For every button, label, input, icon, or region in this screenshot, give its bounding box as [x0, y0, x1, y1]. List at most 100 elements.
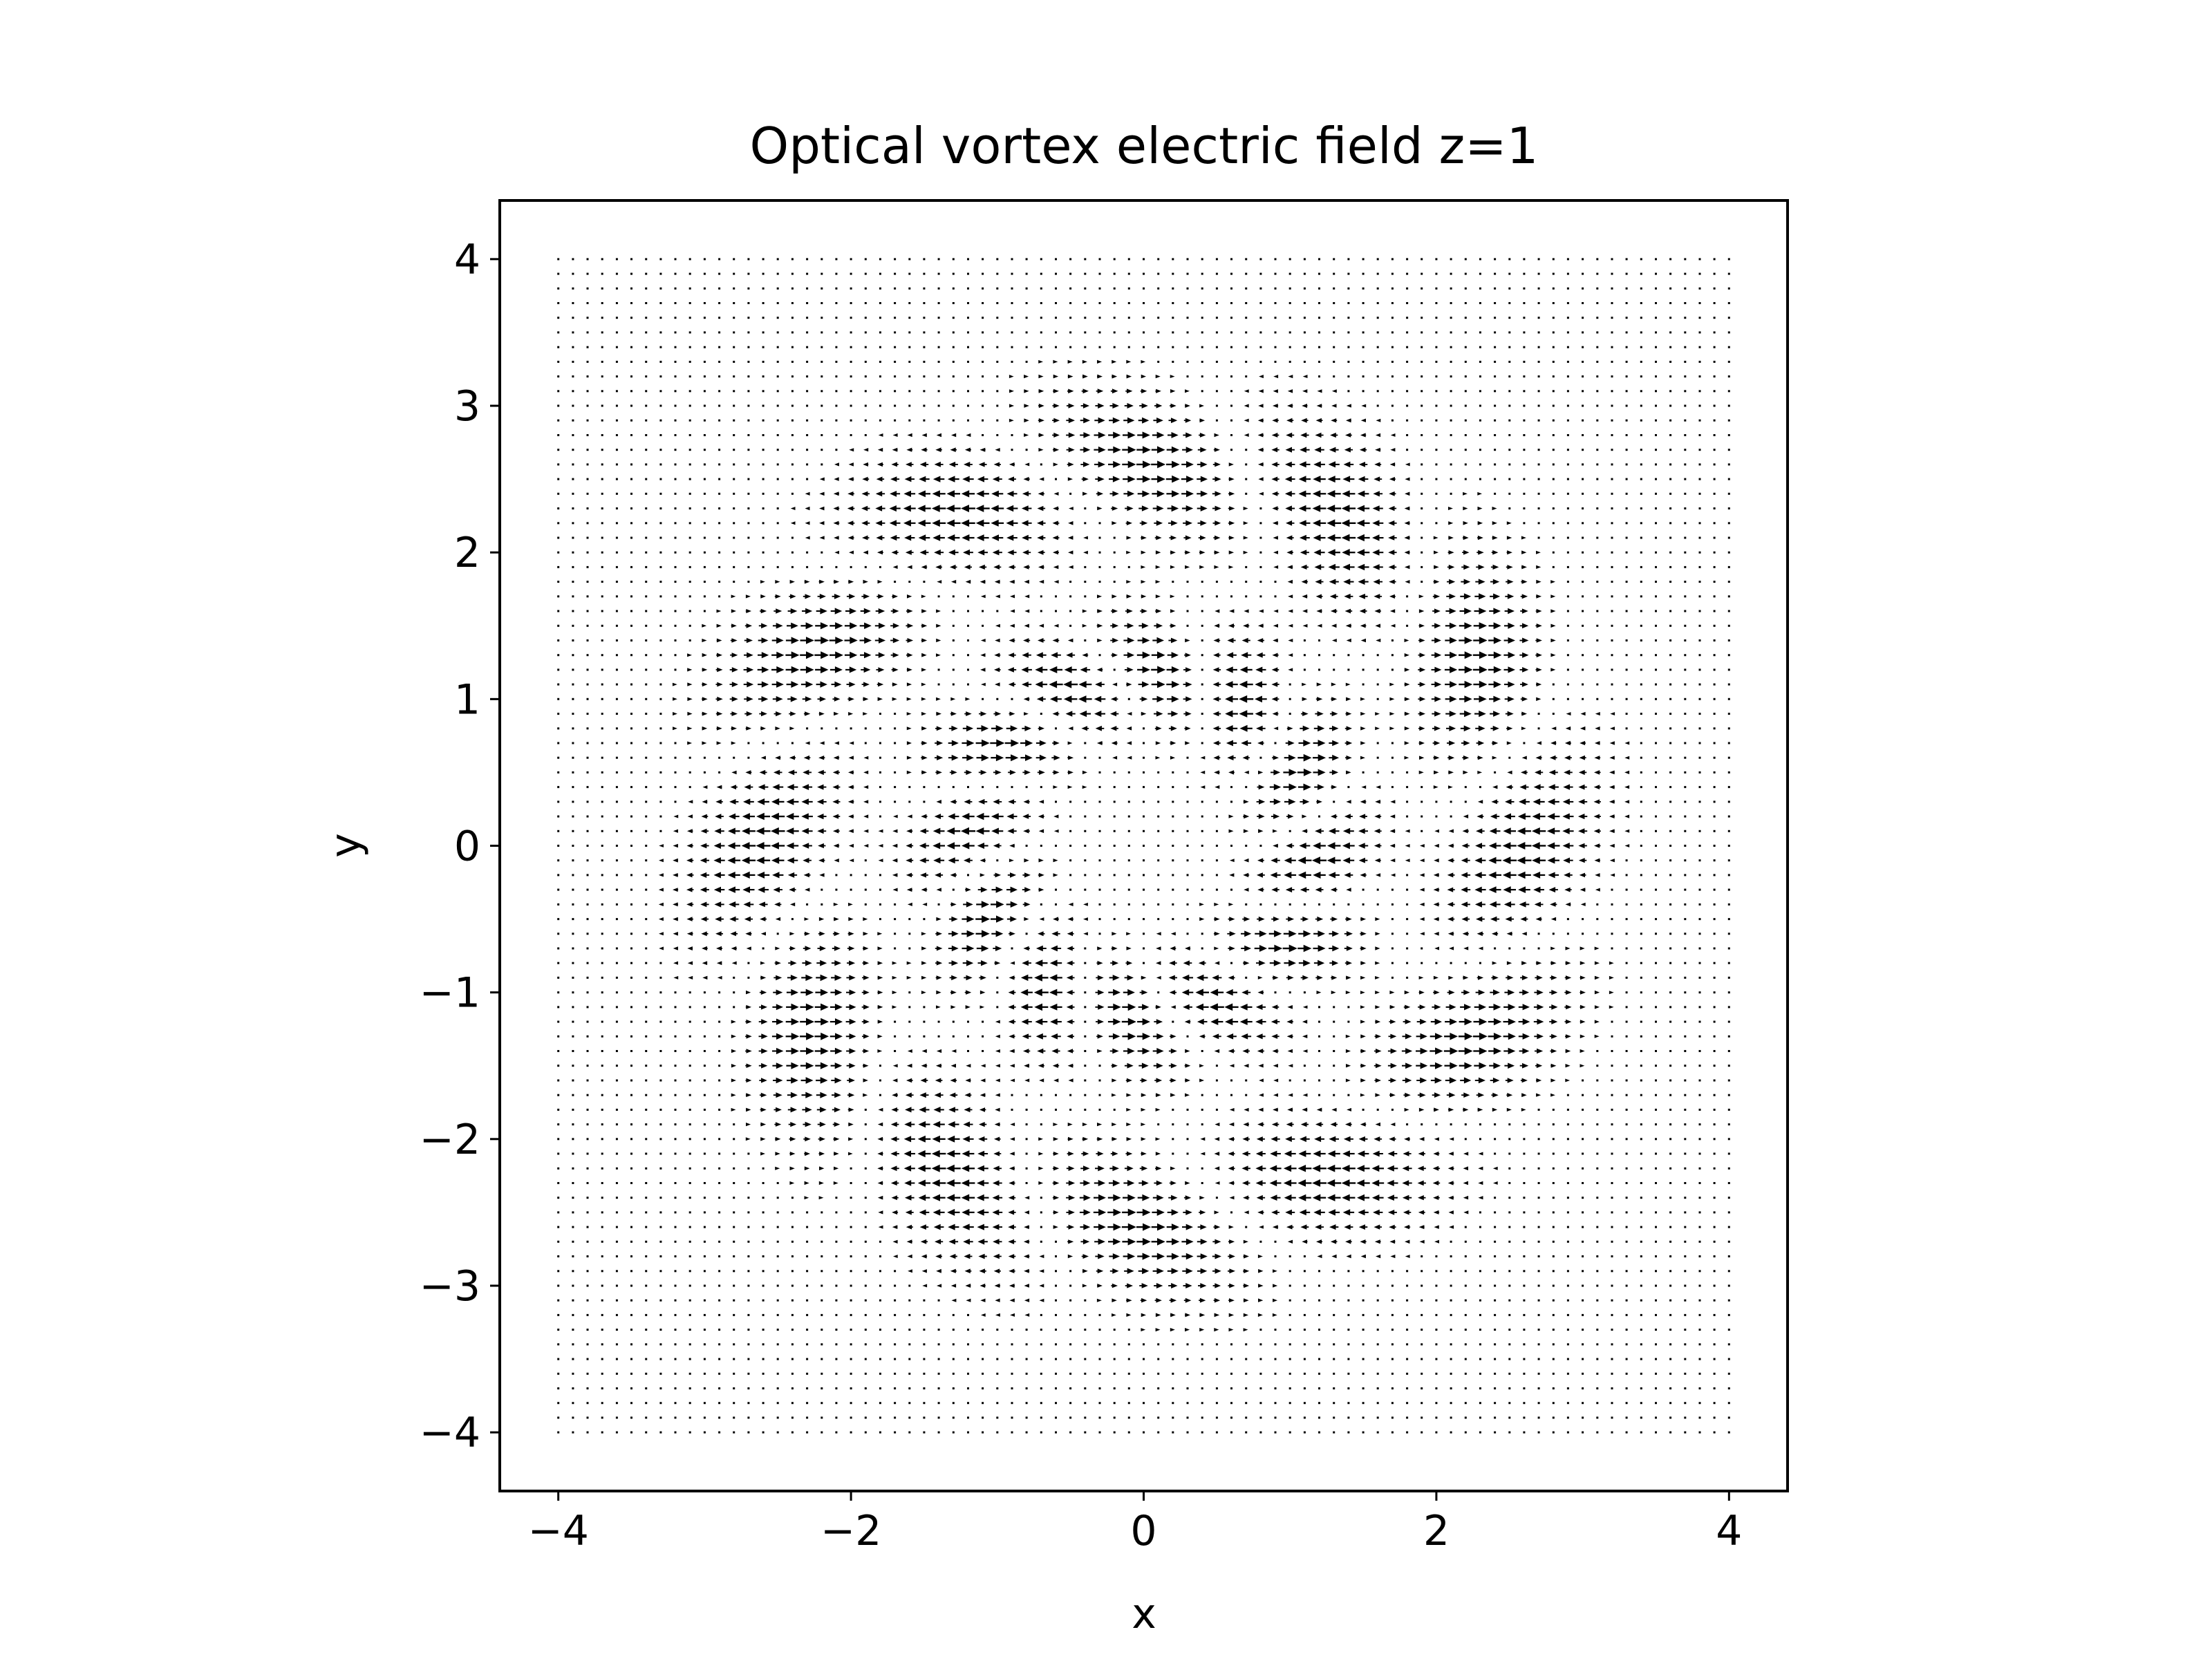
field-arrow-head — [1155, 756, 1161, 760]
field-arrow-head — [948, 1121, 955, 1128]
field-arrow-head — [1082, 1254, 1089, 1259]
field-point — [821, 390, 823, 393]
field-point — [850, 317, 852, 319]
field-arrow-head — [1141, 1123, 1146, 1127]
field-arrow-head — [731, 1020, 736, 1024]
field-point — [557, 258, 560, 261]
field-point — [630, 522, 632, 525]
field-point — [952, 1329, 955, 1331]
field-arrow-head — [934, 461, 941, 467]
field-arrow-head — [1126, 1078, 1132, 1083]
field-arrow-head — [760, 580, 765, 584]
field-arrow-head — [742, 813, 750, 820]
field-arrow-head — [774, 902, 780, 907]
field-arrow-head — [771, 856, 780, 864]
field-point — [630, 1020, 632, 1023]
field-arrow-head — [702, 975, 708, 980]
field-point — [703, 287, 706, 290]
field-point — [967, 1329, 969, 1331]
field-arrow-head — [776, 1018, 784, 1025]
field-arrow-head — [1068, 462, 1074, 467]
field-arrow-head — [966, 769, 973, 776]
field-arrow-head — [1170, 1166, 1176, 1170]
field-point — [688, 463, 691, 466]
field-arrow-head — [790, 711, 796, 716]
field-arrow-head — [991, 827, 999, 834]
field-point — [1143, 346, 1145, 348]
field-arrow-head — [1170, 403, 1177, 409]
field-arrow-head — [1141, 403, 1148, 409]
field-arrow-head — [673, 697, 677, 701]
field-arrow-head — [658, 917, 664, 921]
field-arrow-head — [1127, 446, 1136, 453]
field-point — [586, 1329, 589, 1331]
field-point — [864, 1167, 867, 1170]
field-point — [1011, 287, 1013, 290]
field-arrow-head — [849, 989, 856, 995]
field-arrow-head — [771, 812, 779, 821]
field-arrow-head — [994, 1136, 1000, 1142]
field-arrow-head — [716, 726, 722, 731]
field-point — [996, 1358, 999, 1360]
field-point — [1113, 287, 1116, 290]
field-point — [557, 1255, 560, 1257]
field-arrow-head — [1082, 609, 1087, 613]
field-point — [1143, 932, 1145, 935]
field-arrow-head — [1067, 1123, 1073, 1127]
field-point — [615, 1006, 618, 1009]
field-arrow-head — [717, 667, 723, 673]
field-point — [703, 1372, 706, 1375]
field-point — [937, 404, 940, 407]
field-arrow-head — [760, 1122, 767, 1127]
field-point — [718, 287, 721, 290]
field-point — [1069, 624, 1072, 627]
field-arrow-head — [878, 433, 883, 437]
field-arrow-head — [1112, 1283, 1118, 1288]
field-arrow-head — [1068, 447, 1075, 453]
field-arrow-head — [1112, 1313, 1116, 1317]
field-arrow-head — [907, 1049, 912, 1053]
field-point — [1098, 258, 1101, 261]
field-point — [908, 375, 911, 378]
field-point — [718, 346, 721, 348]
field-point — [806, 258, 809, 261]
field-arrow-head — [963, 1239, 970, 1245]
field-arrow-head — [673, 727, 677, 731]
field-arrow-head — [790, 946, 796, 951]
field-point — [850, 1358, 852, 1360]
field-point — [601, 654, 603, 657]
field-arrow-head — [790, 1091, 798, 1098]
field-point — [659, 1431, 662, 1434]
field-arrow-head — [1127, 712, 1132, 716]
field-arrow-head — [948, 461, 956, 467]
field-arrow-head — [818, 1181, 824, 1185]
field-arrow-head — [863, 960, 870, 966]
field-arrow-head — [962, 1208, 970, 1216]
field-arrow-head — [713, 886, 721, 893]
field-arrow-head — [1053, 432, 1060, 438]
field-arrow-head — [1066, 960, 1073, 966]
field-arrow-head — [1112, 1136, 1118, 1141]
field-arrow-head — [1053, 740, 1060, 746]
field-point — [982, 624, 984, 627]
field-arrow-head — [849, 1078, 855, 1083]
field-point — [645, 1035, 648, 1038]
field-point — [659, 1372, 662, 1375]
field-point — [718, 390, 721, 393]
field-arrow-head — [819, 1151, 825, 1156]
field-arrow-head — [760, 1152, 765, 1156]
field-arrow-head — [1143, 1223, 1151, 1231]
field-arrow-head — [834, 681, 842, 688]
field-arrow-head — [819, 491, 825, 496]
field-arrow-head — [1156, 388, 1161, 393]
field-arrow-head — [937, 755, 944, 760]
field-arrow-head — [761, 1004, 767, 1010]
field-arrow-head — [673, 712, 677, 716]
field-arrow-head — [833, 1181, 838, 1185]
field-point — [1084, 1094, 1087, 1096]
field-point — [1172, 845, 1174, 847]
field-point — [879, 786, 881, 789]
field-point — [1127, 800, 1130, 803]
field-point — [1084, 976, 1087, 979]
field-point — [601, 1152, 603, 1155]
